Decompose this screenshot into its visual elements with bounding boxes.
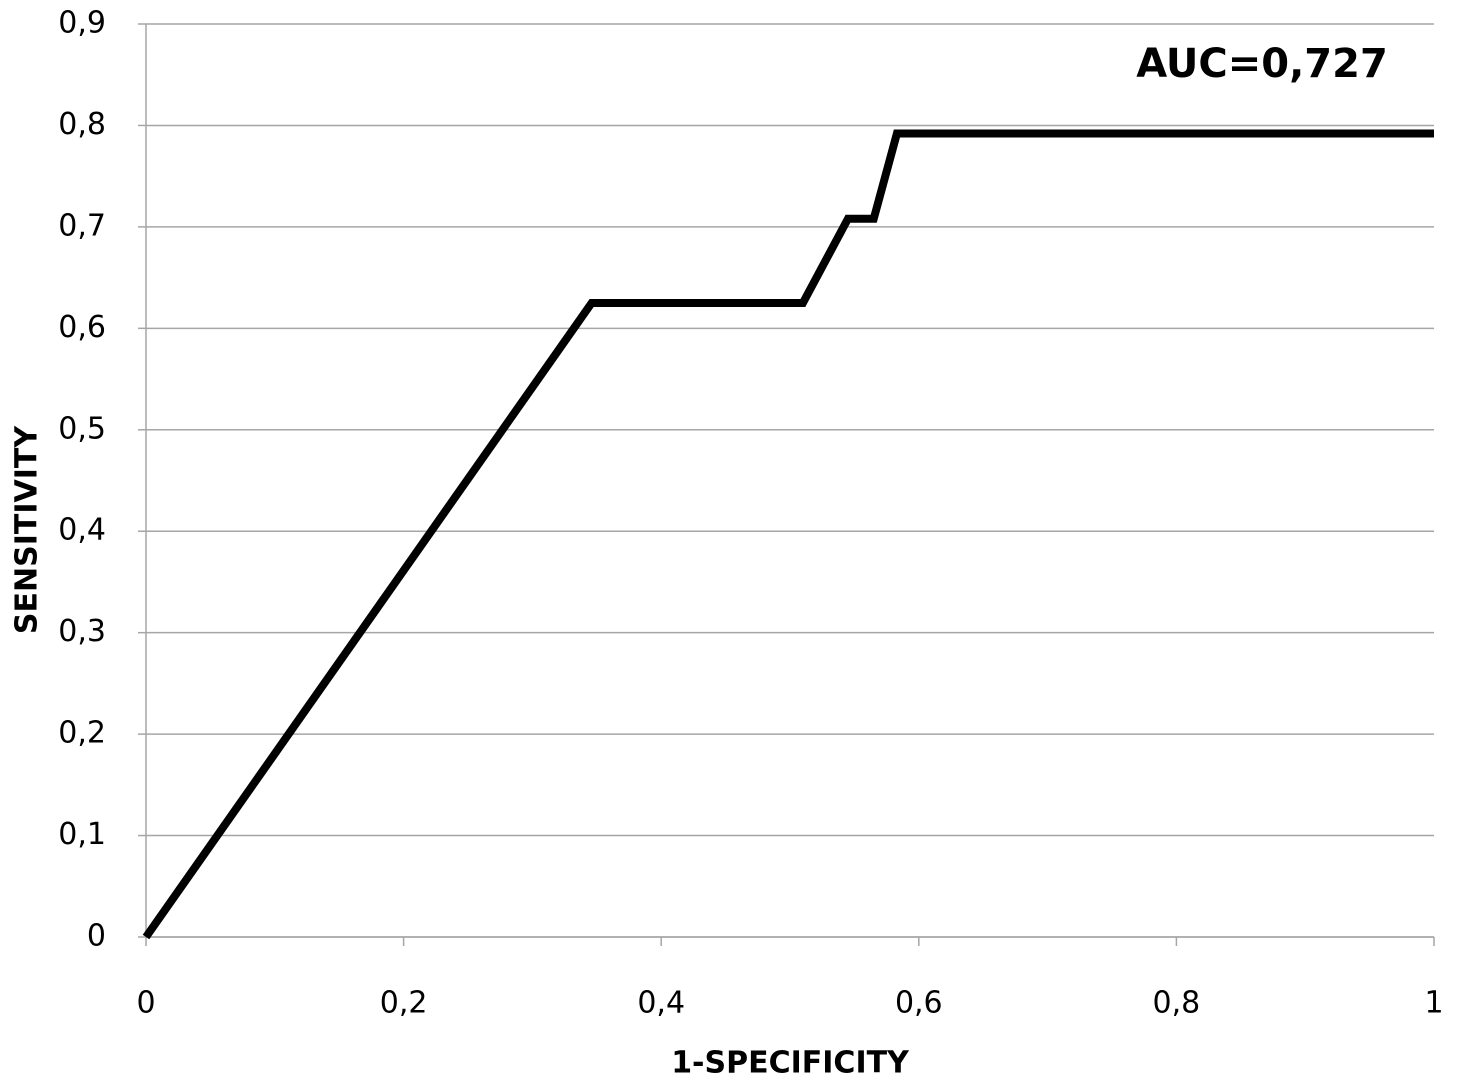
x-tick-label: 0,6: [895, 986, 943, 1021]
x-tick-label: 0: [136, 986, 155, 1021]
y-tick-label: 0,1: [58, 817, 106, 852]
x-axis-title: 1-SPECIFICITY: [671, 1046, 910, 1081]
y-tick-label: 0,5: [58, 411, 106, 446]
roc-line: [142, 129, 1434, 940]
y-tick-label: 0,3: [58, 614, 106, 649]
y-tick-label: 0,7: [58, 208, 106, 243]
y-tick-label: 0,2: [58, 716, 106, 751]
y-tick-label: 0,9: [58, 6, 106, 41]
x-tick-label: 1: [1424, 986, 1443, 1021]
y-tick-label: 0: [87, 919, 106, 954]
x-tick-label: 0,8: [1153, 986, 1201, 1021]
y-tick-label: 0,6: [58, 310, 106, 345]
y-tick-label: 0,4: [58, 513, 106, 548]
x-tick-label: 0,2: [380, 986, 428, 1021]
y-axis-title: SENSITIVITY: [10, 425, 45, 634]
y-tick-label: 0,8: [58, 107, 106, 142]
x-tick-label: 0,4: [637, 986, 685, 1021]
auc-annotation: AUC=0,727: [1136, 41, 1388, 87]
